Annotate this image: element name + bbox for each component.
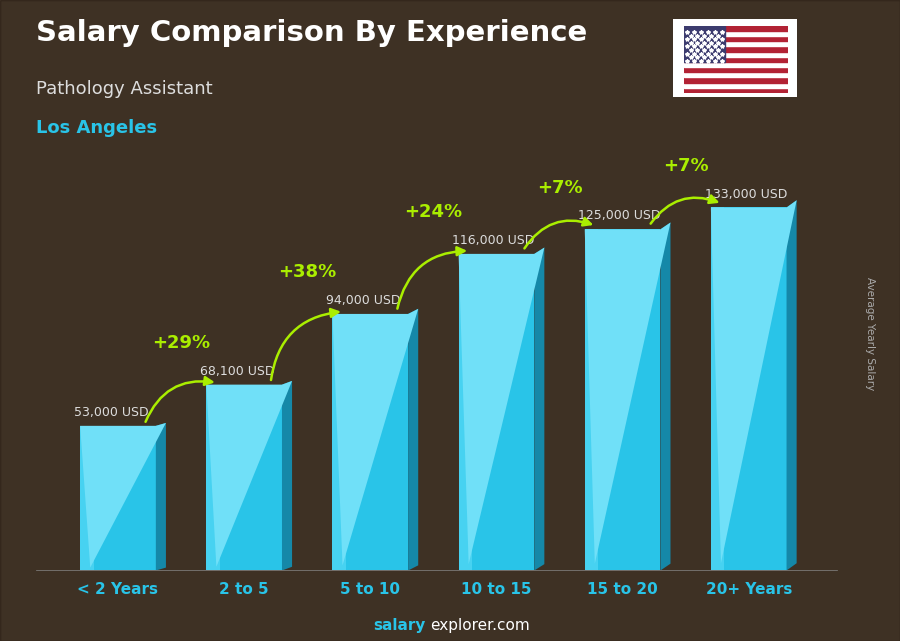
Polygon shape [585,222,670,563]
Text: salary: salary [374,618,426,633]
Text: Pathology Assistant: Pathology Assistant [36,80,212,98]
Text: +29%: +29% [152,334,210,352]
Bar [684,72,788,78]
Bar [684,88,788,93]
Text: 133,000 USD: 133,000 USD [705,188,787,201]
FancyBboxPatch shape [670,18,800,99]
Bar [80,426,94,570]
Text: 68,100 USD: 68,100 USD [200,365,274,378]
Bar [684,78,788,83]
Polygon shape [332,309,419,565]
Text: Average Yearly Salary: Average Yearly Salary [865,277,875,390]
Bar [206,385,220,570]
Bar [684,31,788,36]
Bar [332,314,408,570]
Polygon shape [282,381,292,570]
Bar [684,56,788,62]
Bar [206,385,282,570]
Text: +24%: +24% [404,203,463,221]
Bar [332,314,347,570]
Text: 53,000 USD: 53,000 USD [74,406,148,419]
Bar [684,51,788,56]
Bar [684,46,788,51]
Text: 116,000 USD: 116,000 USD [453,234,535,247]
Bar [684,83,788,88]
Polygon shape [711,200,796,563]
Text: +7%: +7% [536,179,582,197]
Bar [459,254,535,570]
Bar [80,426,156,570]
Bar [684,36,788,41]
Polygon shape [787,200,796,570]
Text: +38%: +38% [278,263,337,281]
Polygon shape [408,309,418,570]
Bar [684,26,725,62]
Polygon shape [156,423,166,570]
Bar [684,41,788,46]
Text: 125,000 USD: 125,000 USD [579,210,661,222]
Bar [585,229,598,570]
Bar [459,254,472,570]
Polygon shape [661,222,670,570]
Bar [711,208,787,570]
Text: 94,000 USD: 94,000 USD [326,294,400,307]
Polygon shape [206,381,292,567]
Bar [684,67,788,72]
Polygon shape [80,423,166,567]
Text: +7%: +7% [662,156,708,175]
Bar [585,229,661,570]
Polygon shape [459,247,544,564]
Polygon shape [535,247,544,570]
Bar [684,26,788,31]
Text: explorer.com: explorer.com [430,618,530,633]
Text: Los Angeles: Los Angeles [36,119,158,137]
Bar [684,62,788,67]
Bar [711,208,724,570]
Text: Salary Comparison By Experience: Salary Comparison By Experience [36,19,587,47]
